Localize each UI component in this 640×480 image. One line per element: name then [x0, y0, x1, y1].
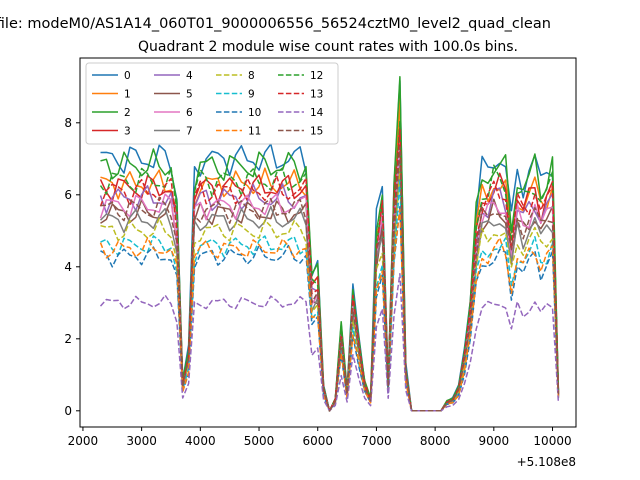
series-line-13 [99, 129, 560, 412]
legend-label-1: 1 [124, 89, 131, 101]
legend-box [85, 62, 339, 145]
legend-label-0: 0 [124, 70, 131, 82]
series-line-15 [100, 145, 560, 412]
legend-label-10: 10 [248, 107, 261, 119]
x-tick-label: 3000 [126, 434, 157, 448]
legend-label-3: 3 [124, 126, 131, 138]
legend-label-2: 2 [124, 107, 131, 119]
x-tick-label: 4000 [185, 434, 216, 448]
plot-area: 2000 3000 4000 5000 6000 7000 8000 9000 10000 0 2… [64, 57, 577, 469]
x-tick-label: 5000 [244, 434, 275, 448]
legend-label-15: 15 [310, 126, 323, 138]
x-tick-label: 10000 [533, 434, 571, 448]
x-tick-label: 7000 [361, 434, 392, 448]
x-tick-label: 6000 [302, 434, 333, 448]
x-tick-label: 9000 [479, 434, 510, 448]
legend-label-5: 5 [186, 89, 193, 101]
y-tick-label: 6 [64, 188, 72, 202]
y-tick-label: 4 [64, 260, 72, 274]
x-tick-label: 8000 [420, 434, 451, 448]
chart-title: Quadrant 2 module wise count rates with … [138, 39, 518, 55]
legend-label-14: 14 [310, 107, 324, 119]
series-lines [99, 75, 560, 412]
y-axis: 0 2 4 6 8 [64, 116, 80, 418]
x-axis: 2000 3000 4000 5000 6000 7000 8000 9000 10000 [68, 427, 572, 448]
legend-label-7: 7 [186, 126, 193, 138]
legend-label-13: 13 [310, 89, 323, 101]
legend-label-11: 11 [248, 126, 261, 138]
legend-label-9: 9 [248, 89, 255, 101]
y-tick-label: 8 [64, 116, 72, 130]
figure-suptitle: n file: modeM0/AS1A14_060T01_9000006556_… [0, 16, 551, 32]
legend-label-8: 8 [248, 70, 255, 82]
x-offset-label: +5.108e8 [517, 455, 576, 469]
x-tick-label: 2000 [68, 434, 99, 448]
y-tick-label: 2 [64, 332, 72, 346]
legend-label-4: 4 [186, 70, 193, 82]
axes-frame [79, 57, 577, 428]
y-tick-label: 0 [64, 404, 72, 418]
legend-label-6: 6 [186, 107, 193, 119]
legend-label-12: 12 [310, 70, 323, 82]
